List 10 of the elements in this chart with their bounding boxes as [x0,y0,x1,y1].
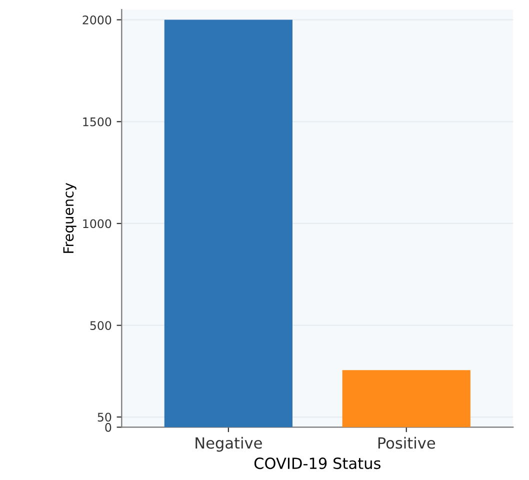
y-tick-label: 50 [98,412,112,422]
y-tick-label: 0 [105,422,112,432]
y-tick-label: 2000 [82,16,112,24]
y-tick-label: 1000 [83,219,112,228]
y-axis-title: Frequency [63,182,76,253]
x-axis-title: COVID-19 Status [254,458,380,470]
y-tick-label: 500 [90,321,112,330]
x-tick-label: Negative [196,436,262,452]
y-tick-label: 1500 [83,117,112,126]
x-tick-label: Positive [378,436,435,449]
